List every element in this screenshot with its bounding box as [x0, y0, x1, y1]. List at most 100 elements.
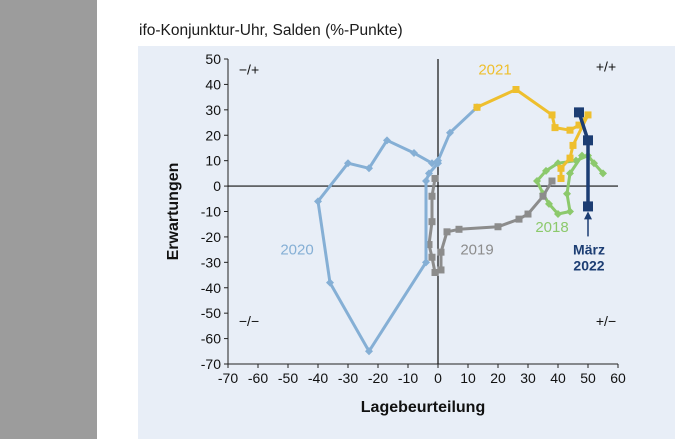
series-2022 [574, 107, 593, 212]
x-tick-label: -20 [368, 370, 388, 386]
data-point [551, 124, 559, 132]
data-point [314, 197, 322, 206]
data-point [437, 248, 445, 256]
y-tick-label: 0 [213, 178, 221, 194]
data-point [422, 177, 430, 185]
data-point [542, 166, 550, 175]
data-point [446, 128, 454, 137]
ifo-business-clock-chart: -70 -60 -50 -40 -30 -20 -10 0 10 20 30 40 50 60 50 40 30… [165, 51, 626, 416]
series-2019 [425, 174, 556, 276]
series-label-2018: 2018 [535, 219, 568, 236]
y-tick-label: -30 [201, 254, 221, 270]
data-point [326, 278, 334, 287]
data-point [410, 149, 418, 158]
data-point [533, 177, 541, 185]
data-point [437, 266, 445, 274]
chart-title: ifo-Konjunktur-Uhr, Salden (%-Punkte) [139, 22, 403, 39]
y-tick-label: 30 [205, 102, 221, 118]
x-tick-label: 0 [434, 370, 442, 386]
x-tick-label: -10 [398, 370, 418, 386]
data-point [584, 111, 592, 119]
series-2021 [473, 86, 592, 182]
data-point [583, 201, 593, 212]
quadrant-label: +/− [596, 313, 616, 329]
x-tick-label: -50 [278, 370, 298, 386]
gray-side-bar [0, 0, 97, 439]
data-point [443, 228, 451, 236]
quadrant-label: −/+ [239, 61, 259, 77]
data-point [512, 86, 520, 93]
data-point [548, 111, 556, 119]
y-tick-label: -40 [201, 280, 221, 296]
y-tick-label: 10 [205, 153, 221, 169]
data-point [428, 192, 436, 200]
annotation-text-line: 2022 [573, 257, 604, 273]
x-tick-label: 50 [580, 370, 596, 386]
y-tick-label: 40 [205, 76, 221, 92]
y-tick-label: 20 [205, 127, 221, 143]
quadrant-label: −/− [239, 313, 259, 329]
x-tick-label: 60 [610, 370, 626, 386]
data-point [494, 223, 502, 231]
data-point [473, 103, 481, 111]
x-tick-label: 30 [520, 370, 536, 386]
x-axis-title: Lagebeurteilung [361, 399, 485, 416]
data-point [578, 151, 586, 160]
y-axis-title: Erwartungen [165, 163, 182, 261]
data-point [431, 269, 439, 276]
data-point [566, 126, 574, 134]
data-point [566, 169, 574, 178]
x-tick-label: 40 [550, 370, 566, 386]
y-tick-label: 50 [205, 51, 221, 67]
data-point [434, 156, 442, 165]
data-point [344, 159, 352, 168]
y-tick-label: -60 [201, 331, 221, 347]
data-point [574, 107, 584, 118]
x-tick-label: 10 [460, 370, 476, 386]
data-point [590, 159, 598, 168]
data-point [575, 121, 583, 129]
data-point [365, 347, 373, 356]
data-point [566, 154, 574, 162]
data-point [566, 207, 574, 216]
data-point [455, 225, 463, 233]
data-point [557, 164, 565, 172]
y-tick-label: -20 [201, 229, 221, 245]
data-point [365, 164, 373, 173]
data-point [569, 141, 577, 149]
y-tick-label: -70 [201, 356, 221, 372]
data-point [548, 177, 556, 185]
data-point [563, 189, 571, 198]
data-point [539, 192, 547, 200]
data-point [431, 174, 439, 182]
annotation-arrow-head [584, 211, 592, 220]
data-point [428, 159, 436, 168]
series-label-2019: 2019 [460, 242, 493, 259]
data-point [425, 241, 433, 249]
quadrant-label: +/+ [596, 59, 616, 75]
page: ifo-Konjunktur-Uhr, Salden (%-Punkte) -7… [97, 0, 675, 439]
data-point [383, 136, 391, 145]
data-point [524, 210, 532, 218]
x-tick-label: -60 [248, 370, 268, 386]
data-point [572, 156, 580, 165]
y-tick-label: -10 [201, 204, 221, 220]
data-point [557, 174, 565, 182]
data-point [515, 215, 523, 223]
data-point [425, 169, 433, 178]
series-line-2021 [476, 88, 590, 179]
x-tick-label: 20 [490, 370, 506, 386]
data-point [422, 258, 430, 267]
data-point [583, 135, 593, 146]
data-point [554, 210, 562, 219]
y-tick-label: -50 [201, 305, 221, 321]
x-tick-label: -30 [338, 370, 358, 386]
annotation-text-line: März [573, 241, 605, 257]
data-point [428, 253, 436, 261]
data-point [545, 199, 553, 208]
series-label-2021: 2021 [478, 61, 511, 78]
series-2020 [314, 103, 481, 356]
data-point [428, 218, 436, 226]
x-tick-label: -40 [308, 370, 328, 386]
data-point [599, 169, 607, 178]
